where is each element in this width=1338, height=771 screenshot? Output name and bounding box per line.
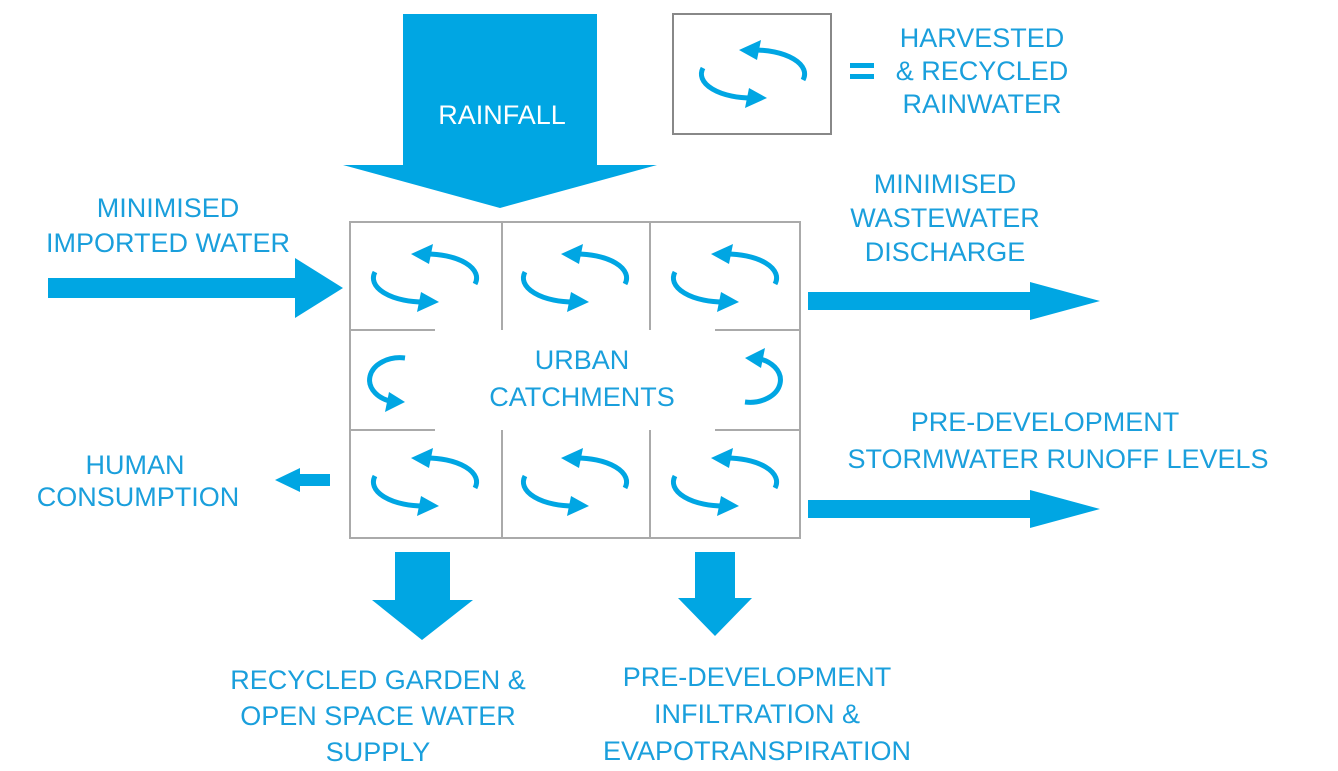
- garden-line: SUPPLY: [326, 737, 431, 767]
- legend-box: [672, 13, 832, 135]
- human-line: HUMAN: [86, 450, 185, 480]
- wastewater-line: DISCHARGE: [865, 237, 1026, 267]
- infiltration-line: EVAPOTRANSPIRATION: [603, 736, 911, 766]
- legend-line: RAINWATER: [903, 89, 1062, 119]
- stormwater-line: PRE-DEVELOPMENT: [911, 407, 1180, 437]
- wastewater-line: WASTEWATER: [850, 203, 1040, 233]
- legend-line: HARVESTED: [900, 23, 1065, 53]
- garden-line: OPEN SPACE WATER: [240, 701, 516, 731]
- garden-arrow: [372, 552, 473, 640]
- human-line: CONSUMPTION: [37, 482, 240, 512]
- catchment-grid: [349, 221, 801, 539]
- cycle-icons: [370, 244, 781, 516]
- equals-sign: [850, 74, 874, 79]
- legend-icon: [701, 40, 804, 108]
- rainfall-arrow: [343, 14, 657, 208]
- stormwater-line: STORMWATER RUNOFF LEVELS: [847, 444, 1268, 474]
- center-line: URBAN: [535, 345, 630, 375]
- center-line: CATCHMENTS: [489, 382, 675, 412]
- rainfall-label: RAINFALL: [438, 100, 566, 130]
- infiltration-line: PRE-DEVELOPMENT: [623, 662, 892, 692]
- legend-line: & RECYCLED: [896, 56, 1069, 86]
- imported-arrow: [48, 258, 343, 318]
- imported-line: IMPORTED WATER: [46, 228, 290, 258]
- infiltration-line: INFILTRATION &: [654, 699, 860, 729]
- wastewater-line: MINIMISED: [874, 169, 1017, 199]
- stormwater-arrow: [808, 490, 1100, 528]
- infiltration-arrow: [678, 552, 752, 636]
- equals-sign: [850, 63, 874, 68]
- garden-line: RECYCLED GARDEN &: [230, 665, 526, 695]
- imported-line: MINIMISED: [97, 193, 240, 223]
- human-arrow: [275, 468, 330, 492]
- wastewater-arrow: [808, 282, 1100, 320]
